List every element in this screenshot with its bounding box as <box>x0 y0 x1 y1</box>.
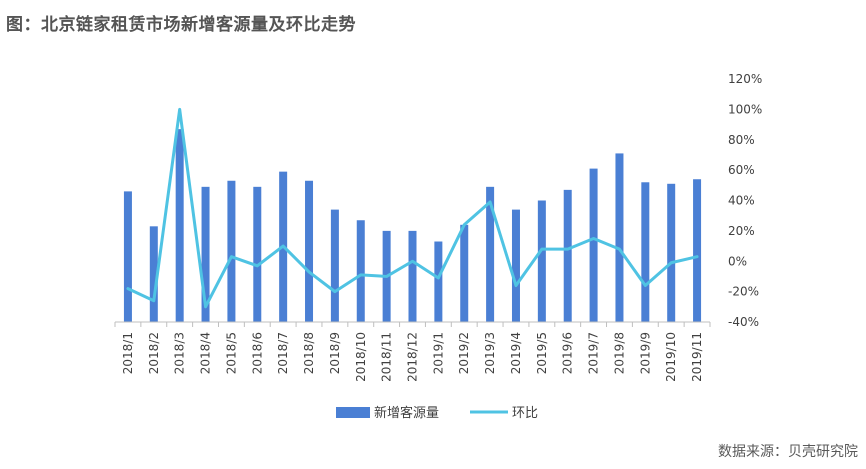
y-tick-label: 40% <box>728 194 755 208</box>
bar-2019-10 <box>667 183 676 322</box>
x-tick-label: 2018/7 <box>276 332 290 374</box>
bar-2019-9 <box>641 182 650 322</box>
bar-2019-4 <box>511 209 520 322</box>
x-tick-label: 2019/4 <box>509 332 523 374</box>
bar-2018-12 <box>408 230 417 322</box>
y-tick-label: -20% <box>728 285 759 299</box>
x-tick-label: 2018/2 <box>147 332 161 374</box>
bar-2018-5 <box>227 180 236 322</box>
y-tick-label: 0% <box>728 254 747 268</box>
line-series-huanbi <box>126 107 699 309</box>
y-tick-label: 60% <box>728 163 755 177</box>
bar-2018-1 <box>123 191 132 322</box>
x-tick-label: 2019/5 <box>535 332 549 374</box>
bar-2019-6 <box>563 189 572 322</box>
bar-2018-6 <box>253 186 262 322</box>
x-tick-label: 2019/10 <box>664 332 678 382</box>
x-tick-label: 2018/6 <box>250 332 264 374</box>
x-tick-label: 2019/6 <box>561 332 575 374</box>
bar-2018-8 <box>305 180 314 322</box>
x-tick-label: 2018/8 <box>302 332 316 374</box>
x-tick-label: 2018/12 <box>406 332 420 382</box>
bar-2019-2 <box>460 224 469 322</box>
legend-label-line: 环比 <box>512 406 538 421</box>
bar-2018-10 <box>356 220 365 322</box>
bar-2019-11 <box>693 179 702 322</box>
bar-2019-8 <box>615 153 624 322</box>
legend-swatch-bar <box>336 407 370 418</box>
chart-title: 图：北京链家租赁市场新增客源量及环比走势 <box>6 15 356 35</box>
x-tick-label: 2018/4 <box>199 332 213 374</box>
x-tick-label: 2018/1 <box>121 332 135 374</box>
y-tick-label: 120% <box>728 72 762 86</box>
x-tick-label: 2018/10 <box>354 332 368 382</box>
bar-2018-3 <box>175 129 184 322</box>
x-tick-label: 2019/3 <box>483 332 497 374</box>
x-tick-label: 2019/11 <box>690 332 704 382</box>
x-tick-label: 2018/3 <box>173 332 187 374</box>
x-tick-label: 2019/7 <box>587 332 601 374</box>
x-tick-label: 2019/2 <box>457 332 471 374</box>
x-tick-label: 2019/8 <box>612 332 626 374</box>
bar-2019-1 <box>434 241 443 322</box>
bar-2018-2 <box>149 226 158 322</box>
y-tick-label: 20% <box>728 224 755 238</box>
x-tick-label: 2019/1 <box>431 332 445 374</box>
bar-2018-9 <box>330 209 339 322</box>
x-tick-label: 2018/5 <box>224 332 238 374</box>
data-source: 数据来源：贝壳研究院 <box>718 444 858 460</box>
y-tick-label: 100% <box>728 102 762 116</box>
legend-label-bar: 新增客源量 <box>374 405 439 421</box>
x-tick-label: 2018/9 <box>328 332 342 374</box>
y-tick-label: 80% <box>728 133 755 147</box>
bar-2019-3 <box>486 186 495 322</box>
bar-2018-4 <box>201 186 210 322</box>
y-tick-label: -40% <box>728 315 759 329</box>
x-tick-label: 2019/9 <box>638 332 652 374</box>
bar-2019-7 <box>589 168 598 322</box>
bar-2019-5 <box>537 200 546 322</box>
x-tick-label: 2018/11 <box>380 332 394 382</box>
